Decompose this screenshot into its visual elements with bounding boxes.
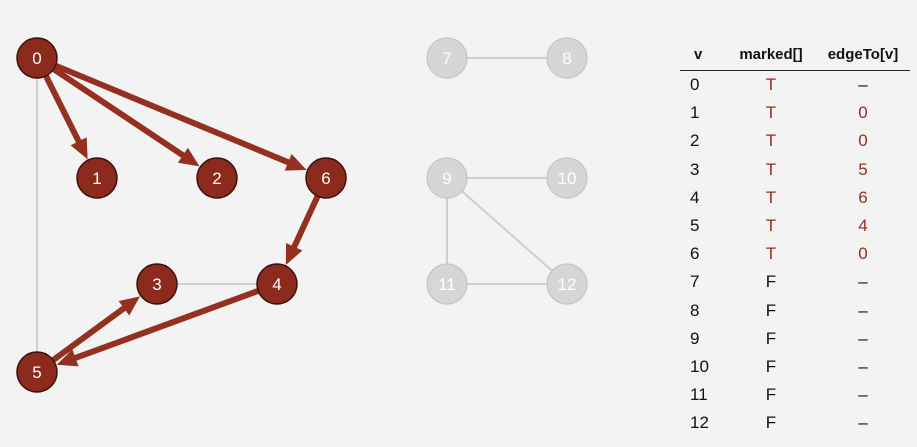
cell-v: 8 bbox=[690, 300, 700, 320]
cell-marked: F bbox=[765, 413, 777, 433]
cell-marked: F bbox=[765, 356, 777, 376]
cell-v: 5 bbox=[690, 216, 700, 236]
vertex-label: 5 bbox=[32, 363, 41, 382]
tree-edge-0-6 bbox=[52, 62, 307, 171]
vertex-label: 12 bbox=[558, 275, 577, 294]
cell-v: 1 bbox=[690, 103, 700, 123]
cell-edgeto: – bbox=[858, 328, 868, 348]
cell-v: 12 bbox=[690, 413, 709, 433]
cell-edgeto: 0 bbox=[858, 103, 868, 123]
cell-edgeto: – bbox=[858, 300, 868, 320]
vertex-6: 6 bbox=[305, 157, 347, 199]
cell-edgeto: – bbox=[858, 385, 868, 405]
table-row: 11 F – bbox=[680, 381, 910, 409]
vertex-label: 1 bbox=[92, 169, 101, 188]
vertex-label: 2 bbox=[212, 169, 221, 188]
table-row: 12 F – bbox=[680, 409, 910, 437]
vertex-1: 1 bbox=[76, 157, 118, 199]
vertex-4: 4 bbox=[256, 263, 298, 305]
vertex-2: 2 bbox=[196, 157, 238, 199]
cell-marked: T bbox=[765, 216, 777, 236]
table-row: 6 T 0 bbox=[680, 240, 910, 268]
cell-marked: T bbox=[765, 103, 777, 123]
tree-edge-4-5 bbox=[56, 287, 262, 367]
vertex-9: 9 bbox=[426, 157, 468, 199]
table-header: v marked[] edgeTo[v] bbox=[680, 38, 910, 71]
cell-marked: F bbox=[765, 328, 777, 348]
vertex-label: 4 bbox=[272, 275, 281, 294]
vertex-label: 10 bbox=[558, 169, 577, 188]
vertex-label: 6 bbox=[321, 169, 330, 188]
table-row: 9 F – bbox=[680, 325, 910, 353]
table-row: 8 F – bbox=[680, 297, 910, 325]
vertex-3: 3 bbox=[136, 263, 178, 305]
tree-edge-6-4 bbox=[285, 193, 322, 265]
cell-edgeto: 0 bbox=[858, 131, 868, 151]
vertex-11: 11 bbox=[426, 263, 468, 305]
header-v: v bbox=[694, 45, 703, 63]
cell-edgeto: – bbox=[858, 413, 868, 433]
cell-edgeto: 5 bbox=[858, 159, 868, 179]
table-row: 7 F – bbox=[680, 268, 910, 296]
vertex-8: 8 bbox=[546, 37, 588, 79]
cell-v: 10 bbox=[690, 356, 709, 376]
vertex-label: 0 bbox=[32, 49, 41, 68]
table-row: 3 T 5 bbox=[680, 156, 910, 184]
cell-marked: F bbox=[765, 272, 777, 292]
cell-edgeto: – bbox=[858, 356, 868, 376]
vertex-7: 7 bbox=[426, 37, 468, 79]
cell-marked: T bbox=[765, 244, 777, 264]
table-row: 4 T 6 bbox=[680, 184, 910, 212]
cell-edgeto: – bbox=[858, 75, 868, 95]
cell-edgeto: – bbox=[858, 272, 868, 292]
vertex-label: 9 bbox=[442, 169, 451, 188]
cell-v: 3 bbox=[690, 159, 700, 179]
dfs-state-table: v marked[] edgeTo[v] 0 T – 1 T 0 2 T 0 3 T 5 4 T 6 5 T 4 6… bbox=[680, 38, 910, 437]
vertex-label: 8 bbox=[562, 49, 571, 68]
tree-edge-0-2 bbox=[50, 65, 200, 167]
cell-edgeto: 0 bbox=[858, 244, 868, 264]
table-row: 5 T 4 bbox=[680, 212, 910, 240]
vertex-5: 5 bbox=[16, 351, 58, 393]
table-body: 0 T –1 T 0 2 T 0 3 T 5 4 T 6 5 T 4 6 T 0 7 F –8 F –9 F –10 F –11 F –12… bbox=[680, 71, 910, 437]
table-row: 1 T 0 bbox=[680, 99, 910, 127]
header-marked: marked[] bbox=[739, 45, 803, 63]
cell-edgeto: 4 bbox=[858, 216, 868, 236]
cell-v: 0 bbox=[690, 75, 700, 95]
cell-v: 11 bbox=[690, 385, 708, 405]
table-row: 10 F – bbox=[680, 353, 910, 381]
tree-edge-0-1 bbox=[42, 72, 88, 160]
header-edgeto: edgeTo[v] bbox=[827, 45, 899, 63]
cell-edgeto: 6 bbox=[858, 187, 868, 207]
cell-marked: T bbox=[765, 187, 777, 207]
cell-v: 6 bbox=[690, 244, 700, 264]
cell-marked: T bbox=[765, 131, 777, 151]
vertex-label: 3 bbox=[152, 275, 161, 294]
cell-v: 2 bbox=[690, 131, 700, 151]
cell-v: 4 bbox=[690, 187, 700, 207]
cell-marked: T bbox=[765, 75, 777, 95]
edge-9-12 bbox=[446, 177, 568, 285]
vertex-10: 10 bbox=[546, 157, 588, 199]
cell-v: 9 bbox=[690, 328, 700, 348]
vertex-label: 7 bbox=[442, 49, 451, 68]
tree-edge-5-3 bbox=[49, 296, 141, 364]
cell-marked: F bbox=[765, 300, 777, 320]
cell-marked: F bbox=[765, 385, 777, 405]
vertex-12: 12 bbox=[546, 263, 588, 305]
vertex-0: 0 bbox=[16, 37, 58, 79]
cell-v: 7 bbox=[690, 272, 700, 292]
table-row: 2 T 0 bbox=[680, 127, 910, 155]
cell-marked: T bbox=[765, 159, 777, 179]
vertex-label: 11 bbox=[438, 275, 456, 294]
table-row: 0 T – bbox=[680, 71, 910, 99]
